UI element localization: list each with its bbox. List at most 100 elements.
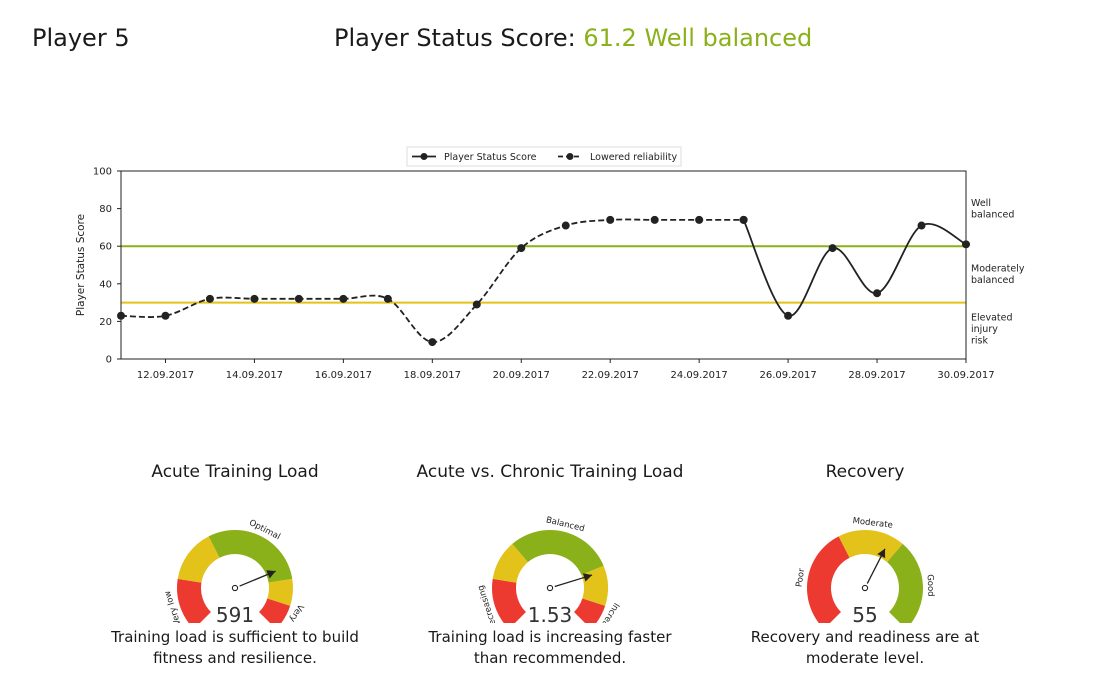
legend-marker [420,153,428,160]
data-point [828,244,837,253]
gauge-segment [259,598,291,623]
y-tick-label: 80 [99,204,112,215]
gauge-segment-label: Good [925,574,936,597]
gauge-title: Recovery [825,462,905,482]
x-tick-label: 30.09.2017 [937,370,994,381]
gauge-segment-label: Poor [794,567,807,588]
data-point [695,215,704,224]
series-line [121,218,744,344]
data-point [472,300,481,309]
y-tick-label: 0 [106,355,112,366]
zone-label: Well balanced [971,198,1014,221]
status-label: Player Status Score: [334,24,576,52]
data-point [917,221,926,230]
gauge-value: 55 [852,603,877,623]
x-tick-label: 12.09.2017 [137,370,194,381]
gauge-title: Acute Training Load [151,462,319,482]
gauge-segment [492,578,526,623]
data-point [161,311,170,320]
x-tick-label: 20.09.2017 [493,370,550,381]
data-point [205,294,214,303]
gauge-segment [208,530,293,583]
status-text: Well balanced [644,24,813,52]
gauge-description-line: moderate level. [805,649,925,667]
x-tick-label: 18.09.2017 [404,370,461,381]
zone-label-line: Well [971,198,991,209]
gauge-segment [887,543,923,623]
gauge-description-line: than recommended. [473,649,627,667]
gauge-segment [492,543,528,583]
y-tick-label: 40 [99,279,112,290]
gauge-pivot [231,584,239,592]
status-score: 61.2 Well balanced [583,24,812,52]
zone-label: Moderately balanced [971,264,1025,287]
gauge-segment [838,530,903,563]
gauge-segment [177,578,211,623]
data-point [873,289,882,298]
gauge-description: Training load is sufficient to build fit… [85,627,385,669]
legend-label: Player Status Score [444,152,537,163]
gauge-segment-label: Moderate [852,516,893,531]
y-tick-label: 100 [93,167,112,178]
x-tick-label: 22.09.2017 [582,370,639,381]
gauge-acute-training-load: Acute Training Load Very low Optimal Very … [85,460,385,669]
zone-label-line: Elevated [971,312,1013,323]
data-point [339,294,348,303]
gauge-segment [267,578,293,606]
zone-label-line: Moderately [971,264,1025,275]
gauge-description-line: Training load is increasing faster [428,628,672,646]
data-point [383,294,392,303]
y-axis-label: Player Status Score [75,214,87,316]
gauge-needle-head [266,570,276,579]
y-tick-label: 60 [99,242,112,253]
data-point [739,215,748,224]
gauge-recovery: Recovery Poor Moderate Good 55 Recovery and… [715,460,1015,669]
x-tick-label: 26.09.2017 [759,370,816,381]
gauge-value: 591 [216,603,254,623]
gauge-description-line: fitness and resilience. [153,649,317,667]
gauge-description-line: Recovery and readiness are at [750,628,980,646]
status-heading: Player Status Score: 61.2 Well balanced [334,24,812,52]
player-name: Player 5 [32,24,130,52]
gauge-dial: Poor Moderate Good 55 [794,516,936,623]
zone-label-line: balanced [971,275,1014,286]
gauge-segment [177,536,220,583]
gauge-needle-head [877,548,886,559]
gauge-needle-head [582,573,593,582]
y-tick-label: 20 [99,317,112,328]
legend-label: Lowered reliability [590,152,677,163]
data-point [294,294,303,303]
gauge-pivot [861,584,869,592]
gauge-description: Recovery and readiness are at moderate l… [715,627,1015,669]
gauge-acute-chronic-load: Acute vs. Chronic Training Load Decreasi… [400,460,700,669]
plot-frame [120,170,967,360]
gauge-segment [807,536,850,623]
x-tick-label: 28.09.2017 [848,370,905,381]
zone-label-line: balanced [971,209,1014,220]
gauge-title: Acute vs. Chronic Training Load [416,462,684,482]
gauge-segment [574,598,606,623]
data-point [517,244,526,253]
x-tick-label: 16.09.2017 [315,370,372,381]
legend: Player Status Score Lowered reliability [406,146,682,167]
player-status-chart: 0 20 40 60 80 100 12.09.2017 14.09.2017 16.09.20… [75,146,1025,381]
data-point [784,311,793,320]
data-point [428,338,437,347]
gauge-description: Training load is increasing faster than … [400,627,700,669]
legend-marker [566,153,574,160]
data-point [650,215,659,224]
x-tick-label: 24.09.2017 [671,370,728,381]
zone-label: Elevated injury risk [971,312,1013,346]
gauge-value: 1.53 [528,603,573,623]
zone-label-line: risk [971,335,988,346]
zone-label-line: injury [971,324,998,335]
x-tick-label: 14.09.2017 [226,370,283,381]
data-point [250,294,259,303]
gauge-description-line: Training load is sufficient to build [111,628,359,646]
data-point [606,215,615,224]
legend-box [406,146,682,167]
gauge-pivot [546,584,554,592]
status-value: 61.2 [583,24,637,52]
